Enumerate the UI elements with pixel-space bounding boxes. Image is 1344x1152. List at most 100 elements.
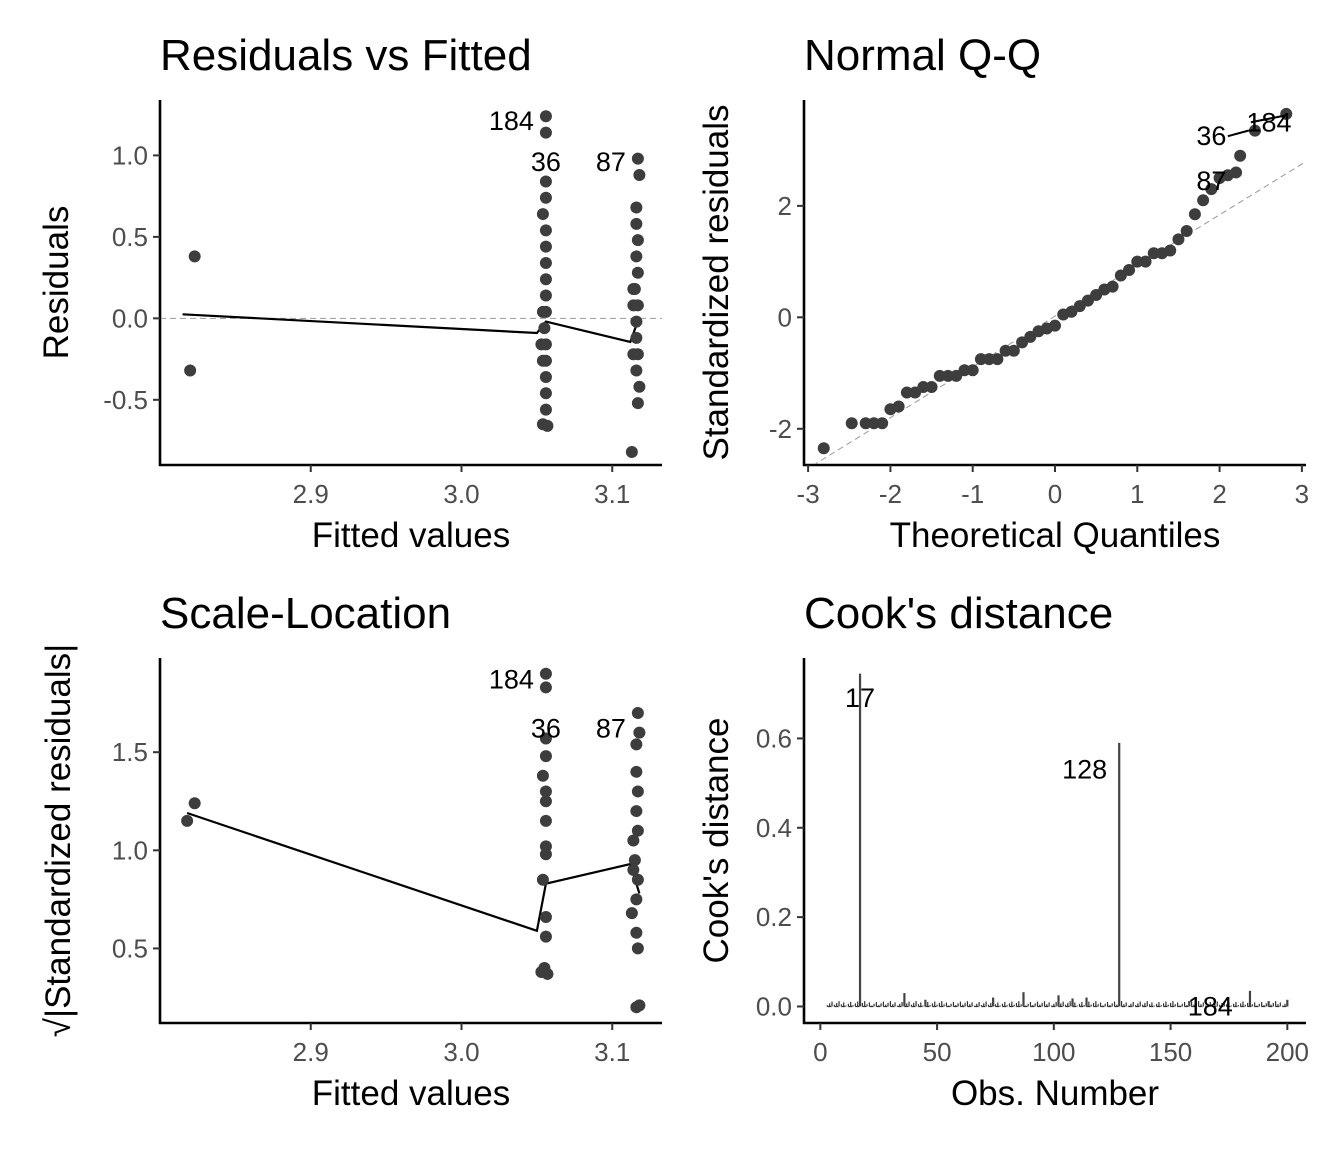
data-point — [630, 250, 643, 263]
data-point — [630, 201, 643, 214]
x-tick-label: -1 — [961, 479, 984, 509]
data-point — [539, 273, 552, 286]
data-point — [539, 289, 552, 302]
data-point — [536, 354, 549, 367]
y-tick-label: 0.5 — [112, 933, 148, 963]
y-tick-label: 0.2 — [756, 902, 792, 932]
data-point — [974, 353, 987, 366]
plot-area — [826, 673, 1289, 1008]
data-point — [631, 397, 644, 410]
data-point — [630, 331, 643, 344]
reference-line — [814, 161, 1307, 464]
y-tick-label: 1.5 — [112, 737, 148, 767]
data-point — [983, 353, 996, 366]
point-label: 36 — [1196, 121, 1226, 151]
data-point — [539, 814, 552, 827]
y-tick-label: -2 — [769, 414, 792, 444]
data-point — [628, 854, 641, 867]
data-point — [900, 386, 913, 399]
data-point — [539, 240, 552, 253]
residuals-vs-fitted-panel: Residuals vs Fitted Fitted values Residual… — [37, 31, 662, 555]
data-point — [539, 750, 552, 763]
data-point — [630, 805, 643, 818]
data-point — [184, 364, 197, 377]
point-label: 87 — [1196, 166, 1226, 196]
point-label: 87 — [596, 147, 626, 177]
data-point — [631, 942, 644, 955]
data-point — [1139, 255, 1152, 268]
point-label: 36 — [531, 147, 561, 177]
data-point — [966, 364, 979, 377]
panel-title: Cook's distance — [804, 589, 1113, 638]
data-point — [1049, 319, 1061, 332]
data-point — [541, 419, 554, 432]
data-point — [181, 814, 194, 827]
data-point — [630, 315, 643, 328]
x-axis-title: Obs. Number — [951, 1074, 1159, 1113]
y-tick-label: -0.5 — [103, 385, 148, 415]
data-point — [536, 873, 549, 886]
data-point — [867, 417, 880, 430]
data-point — [539, 785, 552, 798]
data-point — [1147, 247, 1160, 260]
data-point — [631, 785, 644, 798]
point-label: 184 — [489, 106, 534, 136]
data-point — [1172, 233, 1185, 246]
data-point — [892, 400, 905, 413]
y-tick-label: 0.6 — [756, 723, 792, 753]
data-point — [630, 738, 643, 751]
data-point — [627, 834, 640, 847]
data-point — [627, 863, 640, 876]
data-point — [536, 305, 549, 318]
label-connector — [1227, 129, 1249, 138]
data-point — [633, 726, 646, 739]
plot-area — [161, 110, 662, 458]
x-tick-label: 2 — [1212, 479, 1226, 509]
y-tick-label: 0.4 — [756, 813, 792, 843]
data-point — [539, 667, 552, 680]
data-point — [876, 417, 889, 430]
data-point — [630, 217, 643, 230]
data-point — [627, 348, 640, 361]
x-tick-label: 150 — [1149, 1037, 1192, 1067]
data-point — [631, 706, 644, 719]
y-axis-title: Standardized residuals — [697, 104, 736, 460]
data-point — [859, 417, 872, 430]
data-point — [539, 403, 552, 416]
y-tick-label: 0.0 — [112, 303, 148, 333]
data-point — [1234, 149, 1247, 162]
plot-area — [181, 667, 646, 1014]
label-connector — [1250, 114, 1285, 124]
data-point — [539, 930, 552, 943]
y-axis-title: Cook's distance — [697, 718, 736, 964]
data-point — [536, 208, 549, 221]
data-point — [817, 442, 830, 455]
data-point — [625, 445, 638, 458]
data-point — [539, 911, 552, 924]
x-axis-title: Fitted values — [312, 1074, 510, 1113]
point-label: 184 — [1188, 991, 1233, 1021]
y-tick-label: 0 — [778, 302, 792, 332]
x-tick-label: 2.9 — [293, 1037, 329, 1067]
data-point — [917, 380, 930, 393]
y-tick-label: 2 — [778, 191, 792, 221]
data-point — [633, 168, 646, 181]
data-point — [633, 999, 646, 1012]
data-point — [1280, 107, 1293, 120]
plot-area — [814, 107, 1307, 464]
data-point — [539, 191, 552, 204]
panel-title: Normal Q-Q — [804, 31, 1041, 80]
data-point — [1205, 183, 1218, 196]
point-label: 128 — [1062, 755, 1107, 785]
cooks-distance-panel: Cook's distance Obs. Number Cook's distanc… — [697, 589, 1309, 1113]
x-tick-label: 3.0 — [443, 1037, 479, 1067]
data-point — [631, 824, 644, 837]
x-tick-label: 3 — [1295, 479, 1309, 509]
x-tick-label: 50 — [923, 1037, 952, 1067]
x-tick-label: 3.1 — [594, 479, 630, 509]
y-axis-title: √|Standardized residuals| — [39, 644, 78, 1037]
point-label: 36 — [531, 714, 561, 744]
data-point — [541, 967, 554, 980]
data-point — [539, 795, 552, 808]
